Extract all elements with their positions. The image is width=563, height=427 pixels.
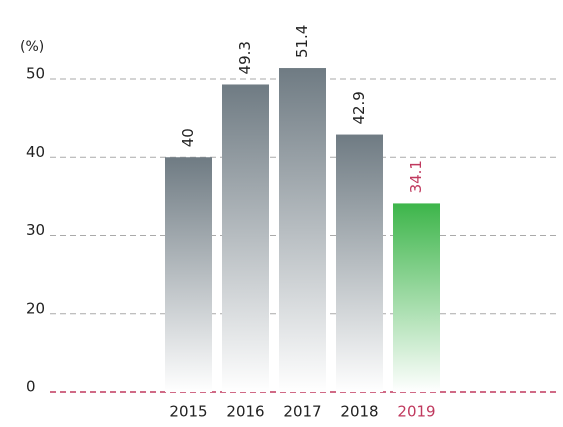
y-axis-label: (%) xyxy=(20,39,44,55)
y-tick-label: 40 xyxy=(26,143,45,161)
bar xyxy=(336,134,383,392)
value-label: 34.1 xyxy=(407,160,425,193)
y-tick-label: 30 xyxy=(26,221,45,239)
value-label: 51.4 xyxy=(293,25,311,58)
y-tick-label: 20 xyxy=(26,299,45,317)
bar xyxy=(279,68,326,393)
x-tick-label: 2019 xyxy=(397,403,435,421)
value-label: 42.9 xyxy=(350,91,368,124)
x-tick-label: 2015 xyxy=(169,403,207,421)
x-tick-label: 2016 xyxy=(226,403,264,421)
value-label: 40 xyxy=(179,128,197,147)
bar xyxy=(222,84,269,392)
bar xyxy=(165,157,212,392)
y-tick-label: 0 xyxy=(26,378,36,396)
x-tick-label: 2018 xyxy=(340,403,378,421)
value-label: 49.3 xyxy=(236,41,254,74)
y-tick-label: 50 xyxy=(26,65,45,83)
bar xyxy=(393,203,440,392)
x-tick-label: 2017 xyxy=(283,403,321,421)
